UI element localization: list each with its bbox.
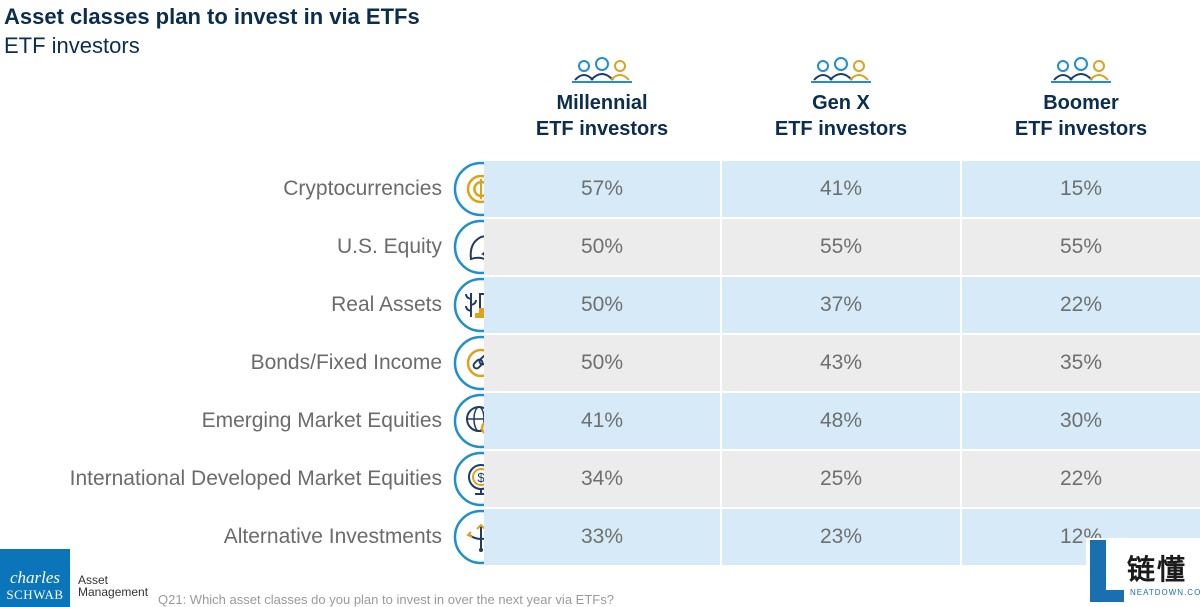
column-header: Millennial ETF investors [483, 56, 721, 142]
column-header-line-1: Gen X [812, 92, 870, 114]
table-cell: 43% [722, 335, 960, 391]
column-header-line-2: ETF investors [535, 118, 669, 140]
table-cell: 50% [484, 335, 720, 391]
column-header-line-1: Boomer [1043, 92, 1119, 114]
table-cell: 41% [722, 161, 960, 217]
page-subtitle: ETF investors [4, 33, 140, 58]
table-cell: 50% [484, 219, 720, 275]
watermark-text: 链懂 [1127, 553, 1188, 586]
asset-management-line-2: Management [78, 585, 149, 599]
watermark-subtext: NEATDOWN.COM [1130, 588, 1200, 597]
table-cell: 55% [722, 219, 960, 275]
table-cell: 41% [484, 393, 720, 449]
column-header: Gen X ETF investors [722, 56, 960, 142]
schwab-logo: charles SCHWAB [0, 549, 70, 607]
svg-text:$: $ [477, 470, 485, 485]
table-cell: 55% [962, 219, 1200, 275]
row-label: U.S. Equity [336, 235, 442, 258]
page-title: Asset classes plan to invest in via ETFs [4, 4, 420, 29]
table-cell: 48% [722, 393, 960, 449]
table-cell: 15% [962, 161, 1200, 217]
table-cell: 22% [962, 451, 1200, 507]
table-cell: 50% [484, 277, 720, 333]
row-label: Cryptocurrencies [283, 177, 442, 200]
table-cell: 33% [484, 509, 720, 565]
column-header-line-2: ETF investors [774, 118, 908, 140]
table-cell: 34% [484, 451, 720, 507]
table-cell: 22% [962, 277, 1200, 333]
watermark-logo-icon [1086, 538, 1200, 607]
row-label: Bonds/Fixed Income [250, 351, 442, 374]
survey-question-footnote: Q21: Which asset classes do you plan to … [158, 592, 614, 607]
row-label: Emerging Market Equities [201, 409, 442, 432]
table-cell: 37% [722, 277, 960, 333]
table-cell: 23% [722, 509, 960, 565]
row-label: International Developed Market Equities [69, 467, 442, 490]
table-cell: 57% [484, 161, 720, 217]
logo-line-2: SCHWAB [6, 587, 64, 602]
people-group-icon [1051, 57, 1111, 83]
row-label: Real Assets [331, 293, 442, 316]
asset-management-line-1: Asset [78, 573, 109, 587]
column-header-line-2: ETF investors [1014, 118, 1148, 140]
table-cell: 25% [722, 451, 960, 507]
column-header: Boomer ETF investors [962, 56, 1200, 142]
people-group-icon [811, 57, 871, 83]
table-cell: 35% [962, 335, 1200, 391]
table-cell: 30% [962, 393, 1200, 449]
logo-line-1: charles [9, 568, 61, 587]
asset-management-label: Asset Management [78, 574, 148, 598]
row-label: Alternative Investments [223, 525, 442, 548]
column-header-line-1: Millennial [556, 92, 648, 114]
people-group-icon [572, 57, 632, 83]
